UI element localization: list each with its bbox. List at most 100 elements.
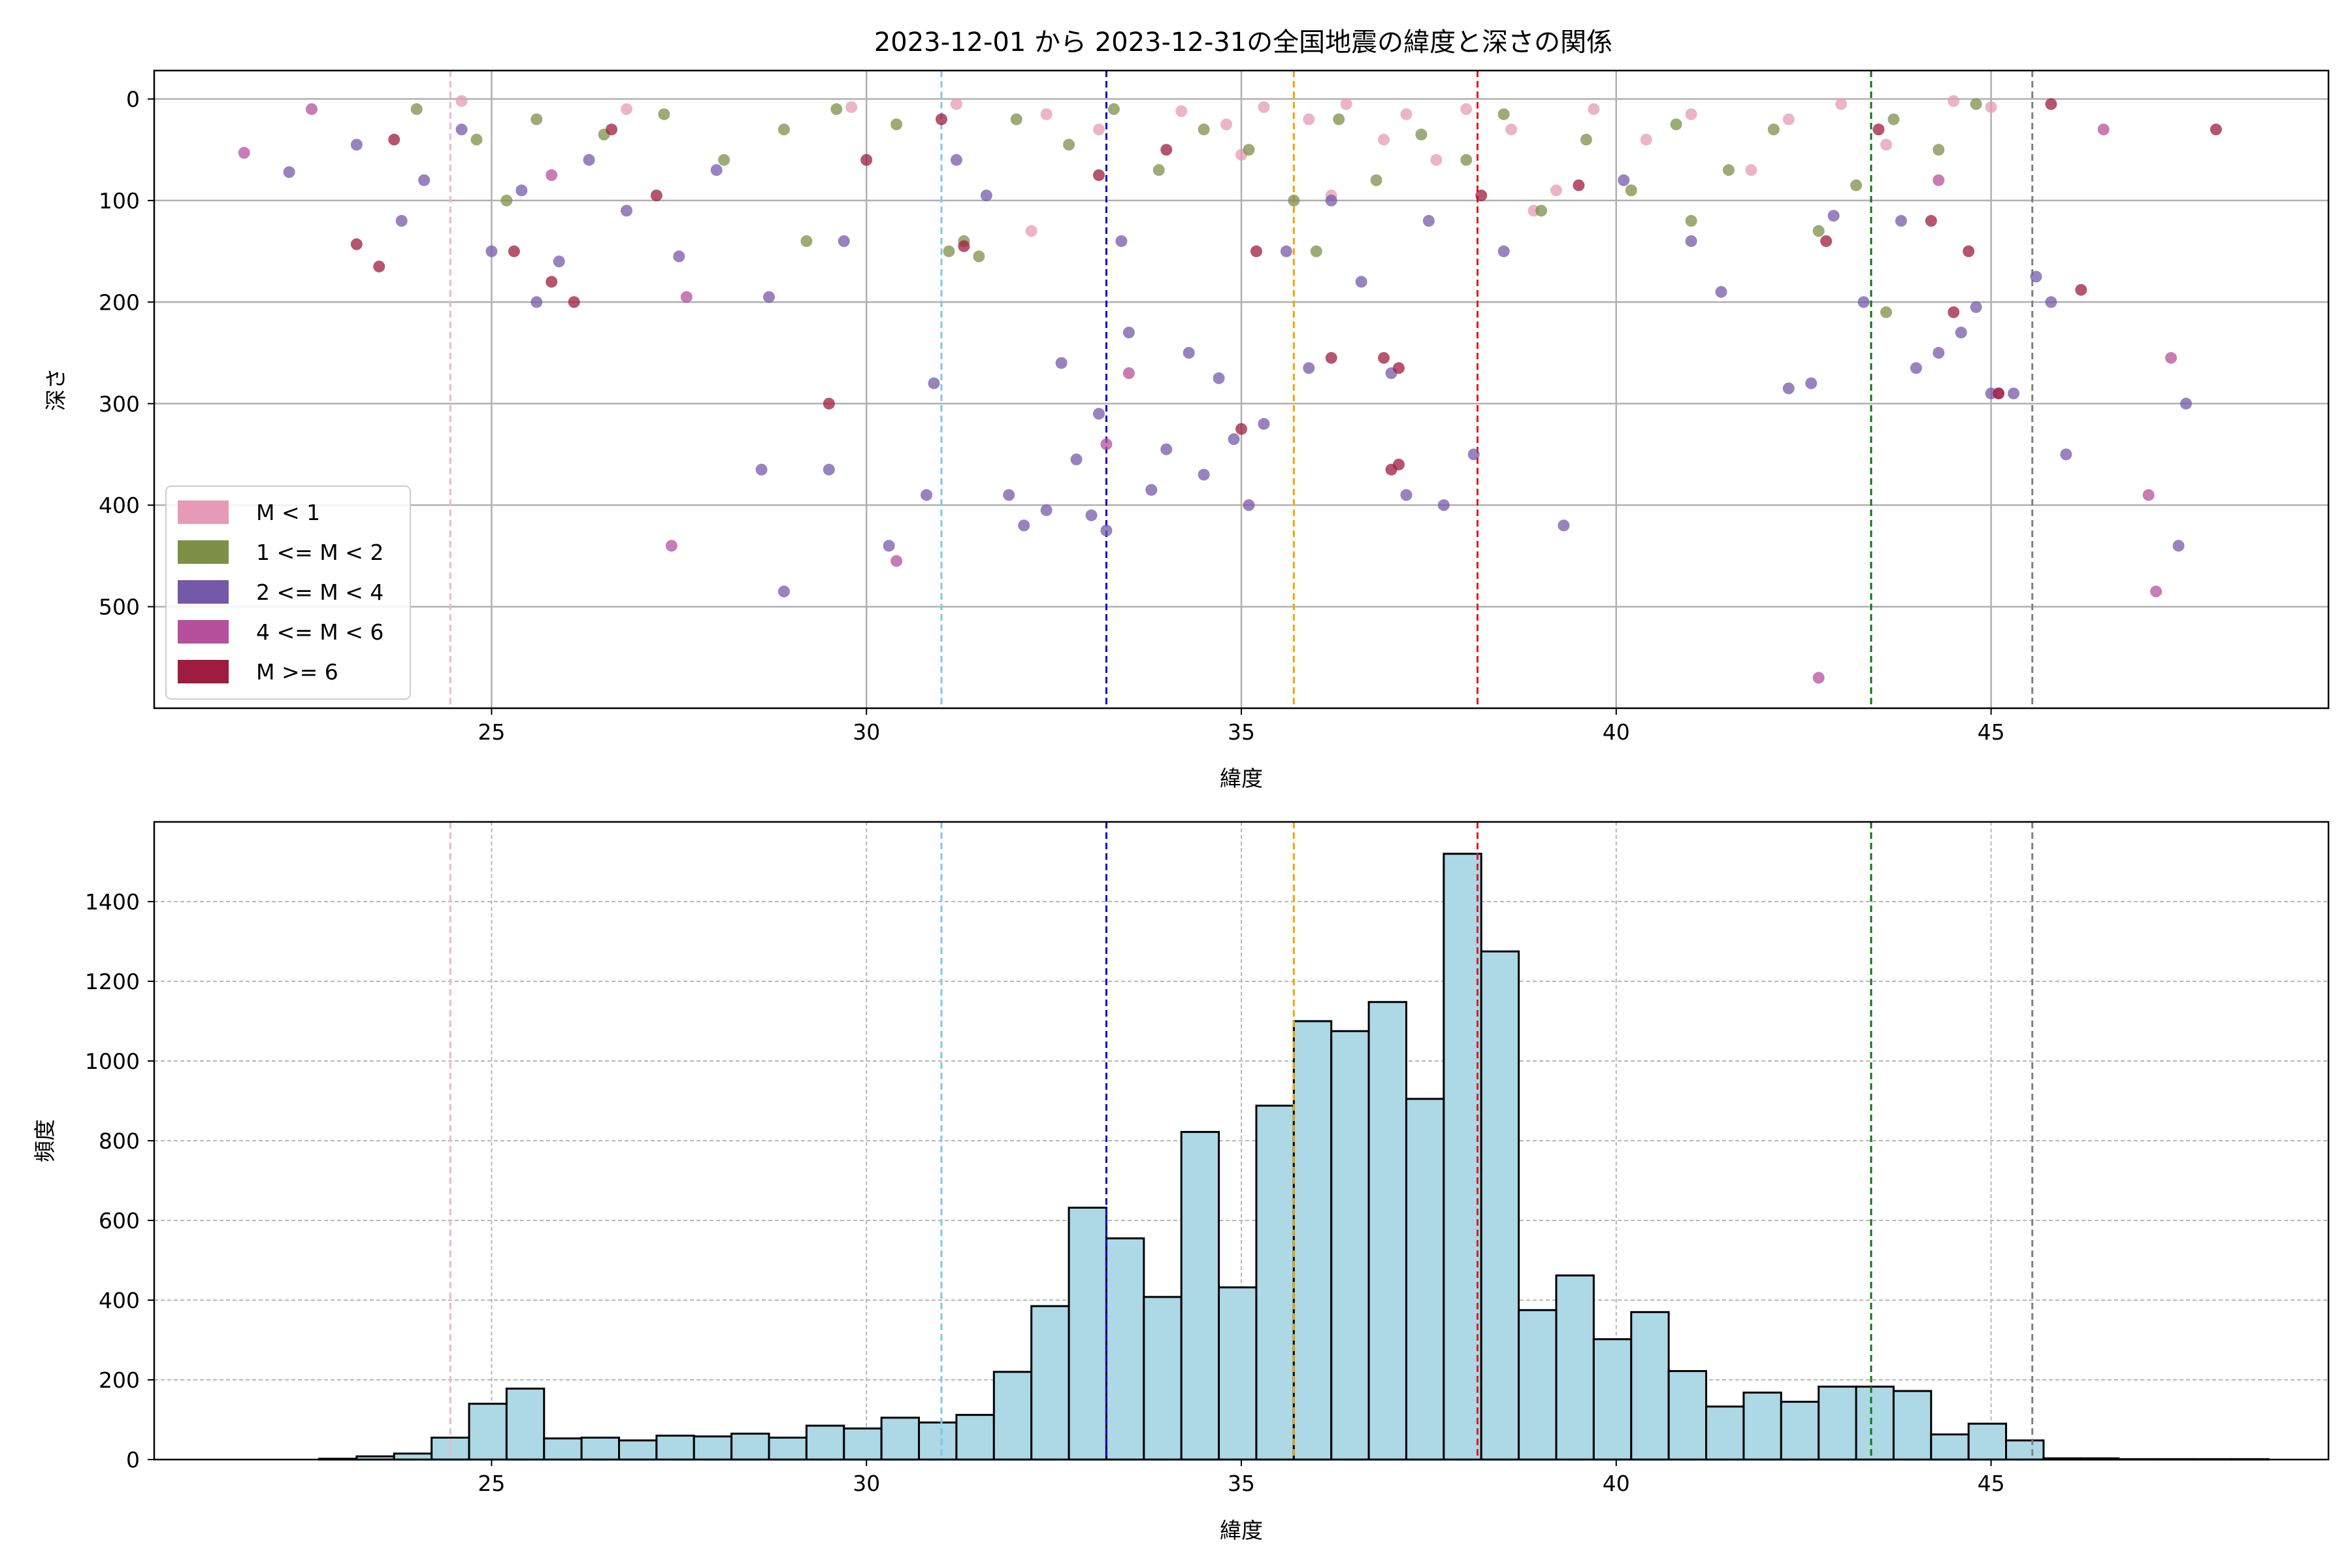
scatter-point [485,245,498,257]
scatter-point [1122,326,1135,338]
scatter-point [1175,105,1188,118]
histogram-bar [1218,1286,1258,1461]
histogram-bar [543,1437,583,1461]
histogram-bar [468,1403,508,1461]
scatter-point [1100,438,1113,450]
histogram-bar [1292,1020,1333,1461]
scatter-point [1467,448,1480,461]
scatter-point [1670,118,1682,131]
histogram-bar [1742,1392,1782,1461]
scatter-point [800,235,813,248]
scatter-point [658,108,670,120]
scatter-point [823,463,835,476]
scatter-point [2150,585,2163,598]
scatter-point [1025,225,1037,237]
scatter-x-tick-label: 35 [1228,719,1255,745]
scatter-point [2210,123,2222,136]
histogram-y-tick-label: 1400 [85,889,140,915]
scatter-x-tick-label: 30 [853,719,880,745]
legend-swatch [178,660,229,683]
scatter-point [1325,194,1337,206]
scatter-point [673,250,685,263]
scatter-point [1288,194,1300,206]
scatter-point [1430,154,1443,166]
scatter-point [763,291,776,303]
histogram-bar [1855,1385,1895,1461]
scatter-point [1782,113,1795,125]
scatter-point [1183,347,1195,359]
scatter-point [1933,174,1945,186]
histogram-bar [1143,1296,1183,1461]
scatter-y-tick-label: 400 [99,493,140,518]
scatter-point [1535,204,1548,217]
histogram-bar [655,1434,695,1461]
histogram-bar [1443,853,1482,1461]
scatter-point [1745,164,1757,176]
histogram-y-tick-label: 200 [99,1367,140,1393]
scatter-point [665,540,678,552]
histogram-bar [1930,1433,1970,1461]
scatter-point [1100,525,1113,537]
scatter-point [1782,382,1795,395]
scatter-point [1152,164,1165,176]
legend-swatch [178,540,229,564]
scatter-point [1558,519,1570,532]
scatter-point [1250,245,1262,257]
histogram-y-tick-label: 0 [126,1447,140,1473]
scatter-point [1333,113,1345,125]
scatter-point [1280,245,1292,257]
histogram-bar [1818,1385,1857,1461]
scatter-point [1085,509,1098,521]
scatter-point [1122,367,1135,380]
scatter-point [418,174,431,186]
histogram-bar [955,1414,995,1461]
histogram-x-tick-label: 25 [478,1471,505,1496]
histogram-bar [880,1416,921,1461]
scatter-point [1040,504,1053,516]
scatter-x-axis-label: 緯度 [1220,766,1263,791]
scatter-point [1400,108,1413,120]
histogram-bar [393,1452,433,1461]
scatter-point [1685,235,1697,248]
histogram-x-tick-label: 45 [1978,1471,2005,1496]
scatter-point [620,103,632,116]
scatter-point [2008,387,2020,400]
scatter-point [1640,133,1652,146]
histogram-x-tick-label: 40 [1603,1471,1630,1496]
scatter-point [2045,98,2057,110]
scatter-point [1422,215,1435,227]
legend-label: 4 <= M < 6 [256,619,384,645]
scatter-point [1475,189,1488,202]
histogram-bar [1518,1309,1558,1461]
histogram-y-tick-label: 800 [99,1128,140,1154]
scatter-point [553,255,565,268]
histogram-y-tick-label: 1000 [85,1049,140,1074]
scatter-point [1812,672,1825,684]
scatter-point [1880,139,1892,151]
scatter-point [455,95,468,107]
scatter-point [1970,301,1982,314]
scatter-chart: 2023-12-01 から 2023-12-31の全国地震の緯度と深さの関係 2… [43,27,2330,791]
scatter-point [373,260,385,272]
scatter-point [890,118,903,131]
scatter-point [470,133,483,146]
scatter-point [1895,215,1907,227]
scatter-series-0 [455,95,1997,237]
scatter-point [935,113,947,125]
scatter-point [1400,489,1413,501]
scatter-point [1303,362,1315,374]
scatter-point [1092,123,1105,136]
histogram-y-tick-label: 400 [99,1288,140,1313]
scatter-point [238,146,250,159]
scatter-point [1220,118,1233,131]
scatter-point [2097,123,2110,136]
scatter-point [830,103,843,116]
scatter-point [1835,98,1848,110]
scatter-point [283,166,295,178]
scatter-point [350,139,363,151]
scatter-point [1805,377,1818,389]
scatter-point [973,250,985,263]
histogram-bar [1667,1370,1708,1461]
scatter-y-tick-label: 100 [99,188,140,214]
scatter-point [1055,357,1068,369]
